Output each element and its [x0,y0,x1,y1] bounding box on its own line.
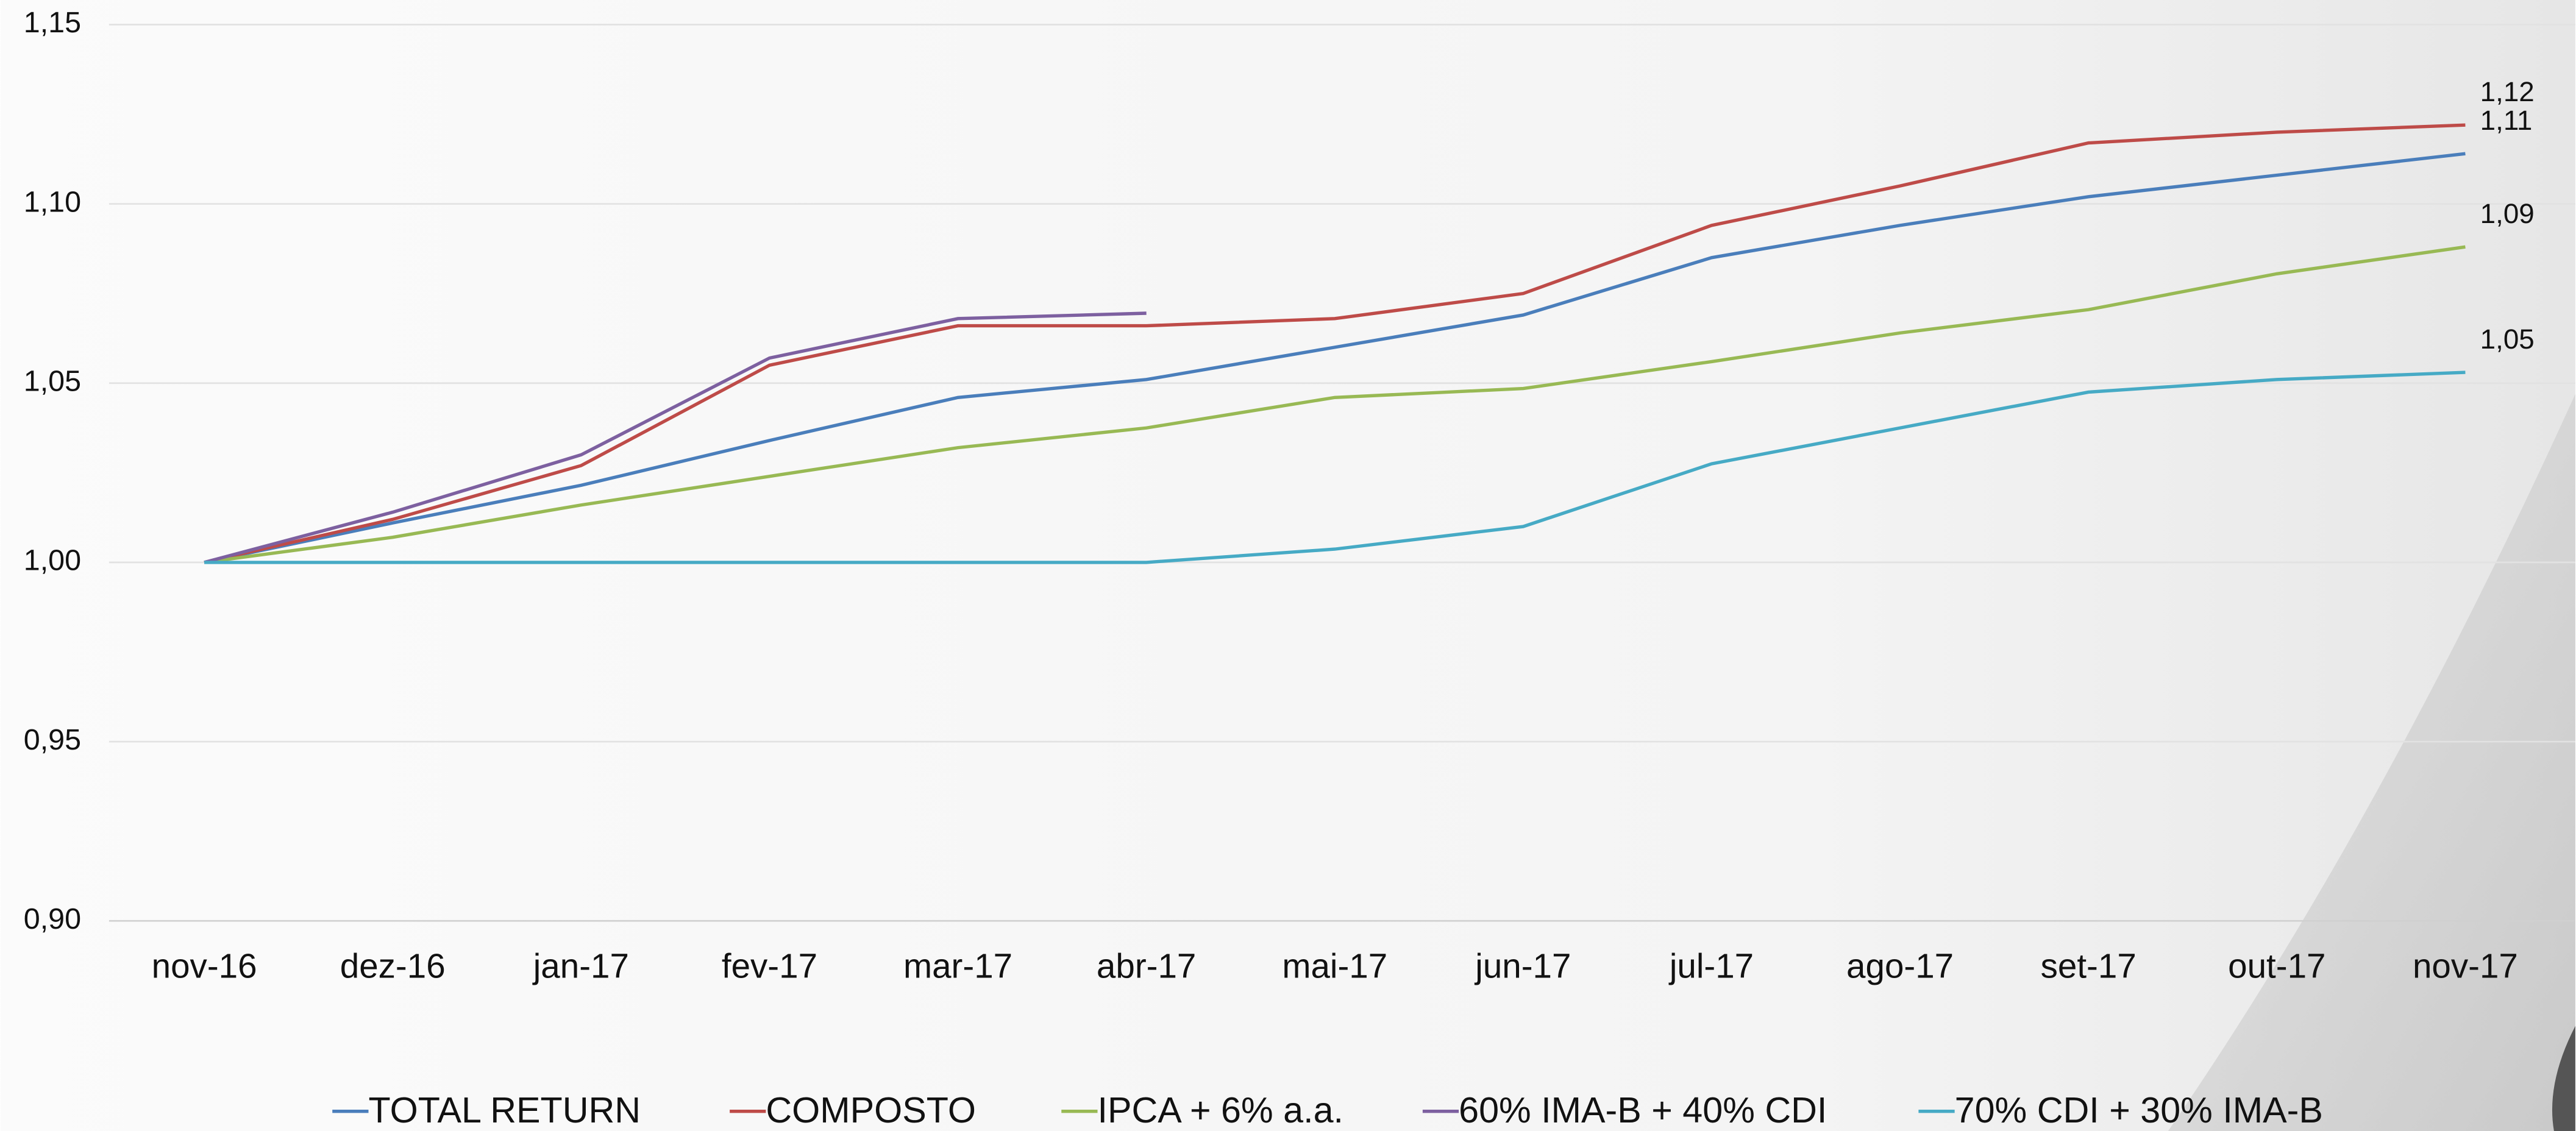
x-tick-label: nov-17 [2413,946,2518,985]
data-label: 1,09 [2480,198,2535,229]
x-tick-label: abr-17 [1097,946,1196,985]
y-tick-label: 0,90 [24,902,81,935]
x-tick-label: jul-17 [1668,946,1754,985]
y-tick-label: 1,10 [24,185,81,218]
series-line [204,123,2466,564]
x-tick-label: mai-17 [1282,946,1387,985]
plot-area: 0,90 0,95 1,00 1,05 1,10 1,15 nov-16 dez-16 jan-… [24,6,2575,1130]
decoration [2552,1026,2575,1131]
y-tick-label: 1,00 [24,544,81,577]
y-tick-label: 1,05 [24,365,81,398]
data-label: 1,11 [2480,105,2533,136]
x-tick-label: jun-17 [1474,946,1571,985]
series-line [204,245,2466,564]
series-line [204,152,2466,564]
x-tick-label: fev-17 [722,946,817,985]
series-line [204,370,2466,564]
data-label: 1,12 [2480,76,2535,107]
x-tick-label: nov-16 [152,946,257,985]
legend-label: COMPOSTO [766,1090,976,1130]
x-tick-label: out-17 [2228,946,2325,985]
series-line [204,311,1147,564]
y-tick-label: 0,95 [24,723,81,756]
x-tick-label: mar-17 [903,946,1012,985]
x-tick-label: dez-16 [340,946,446,985]
legend-label: TOTAL RETURN [368,1090,641,1130]
legend-label: 60% IMA-B + 40% CDI [1459,1090,1827,1130]
y-tick-label: 1,15 [24,6,81,39]
x-tick-label: ago-17 [1846,946,1954,985]
data-label: 1,05 [2480,324,2535,355]
decoration [2168,394,2575,1131]
legend-label: IPCA + 6% a.a. [1098,1090,1343,1130]
legend-label: 70% CDI + 30% IMA-B [1955,1090,2323,1130]
x-tick-label: jan-17 [532,946,629,985]
x-tick-label: set-17 [2041,946,2137,985]
